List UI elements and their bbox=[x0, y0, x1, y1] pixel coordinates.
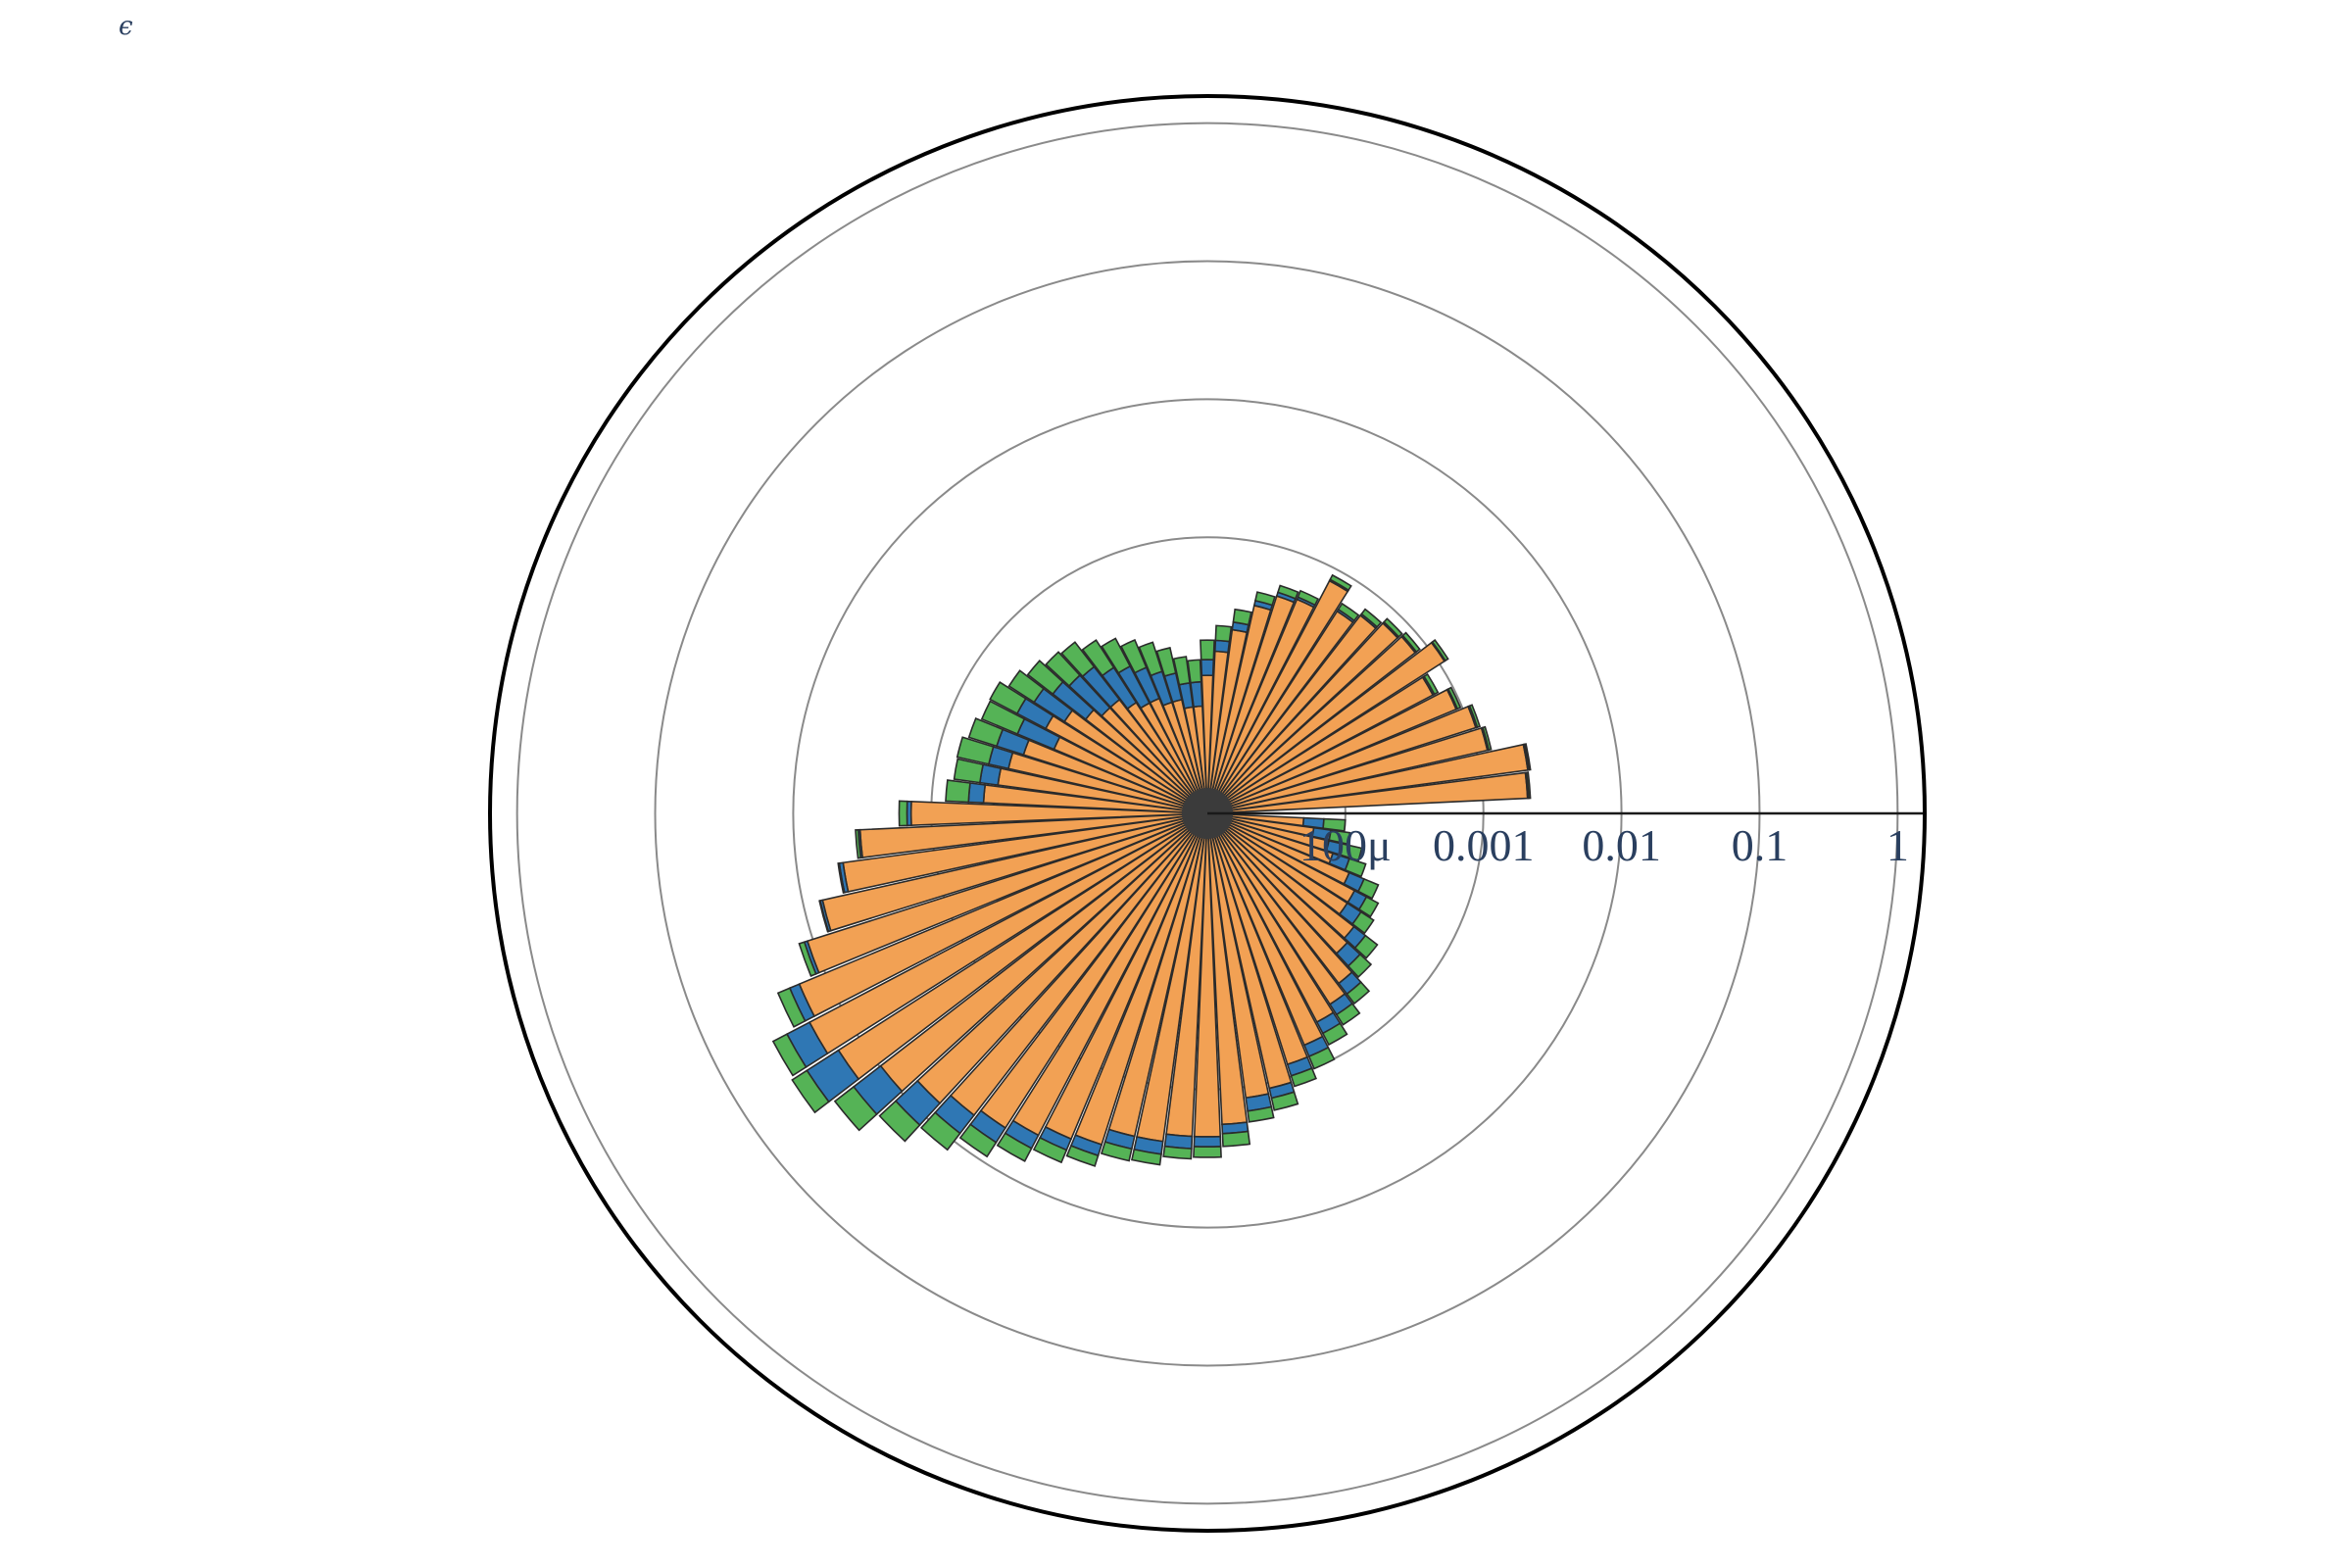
bar-segment-300-2 bbox=[1321, 1022, 1348, 1047]
tick-label-1: 0.001 bbox=[1433, 820, 1535, 870]
polar-frame bbox=[488, 94, 1927, 1533]
bar-segment-105-2 bbox=[1155, 646, 1177, 677]
bar-segment-75-2 bbox=[1253, 591, 1276, 607]
bar-segment-220-2 bbox=[833, 1085, 878, 1132]
bar-segment-175-1 bbox=[967, 782, 987, 805]
bar-segment-85-1 bbox=[1213, 639, 1231, 654]
bar-segment-145-2 bbox=[1007, 669, 1046, 704]
bar-segment-45-2 bbox=[1383, 617, 1403, 638]
bar-segment-210-2 bbox=[771, 1033, 808, 1077]
bar-segment-240-2 bbox=[996, 1132, 1033, 1162]
bar-segment-200-2 bbox=[798, 941, 817, 977]
bar-segment-10-2 bbox=[1523, 743, 1532, 771]
bar-segment-310-2 bbox=[1346, 981, 1371, 1005]
bar-segment-115-2 bbox=[1119, 638, 1148, 674]
bar-segment-270-1 bbox=[1193, 1135, 1222, 1148]
bar-segment-140-2 bbox=[1026, 660, 1064, 696]
bar-segment-320-2 bbox=[1353, 934, 1379, 959]
tick-label-3: 0.1 bbox=[1732, 820, 1788, 870]
bar-segment-190-2 bbox=[837, 861, 846, 894]
bar-segment-60-2 bbox=[1329, 573, 1352, 592]
bar-segment-355-2 bbox=[1322, 817, 1347, 832]
bar-segment-280-2 bbox=[1247, 1105, 1275, 1123]
bar-segment-155-2 bbox=[980, 700, 1026, 735]
bar-segment-315-2 bbox=[1347, 953, 1373, 979]
bar-segment-165-2 bbox=[956, 736, 995, 765]
bar-segment-255-2 bbox=[1100, 1141, 1133, 1162]
bar-segment-285-2 bbox=[1270, 1091, 1299, 1111]
bar-segment-80-2 bbox=[1232, 608, 1252, 626]
polar-outer-frame bbox=[488, 94, 1927, 1533]
bar-segment-245-2 bbox=[1032, 1136, 1068, 1164]
bar-segments bbox=[771, 573, 1532, 1167]
tick-label-4: 1 bbox=[1886, 820, 1909, 870]
bar-segment-50-2 bbox=[1360, 608, 1383, 628]
bar-segment-325-2 bbox=[1351, 910, 1375, 935]
bar-segment-95-2 bbox=[1187, 659, 1202, 684]
bar-segment-25-2 bbox=[1446, 686, 1462, 710]
bar-segment-225-2 bbox=[878, 1100, 921, 1143]
bar-segment-205-2 bbox=[776, 987, 807, 1028]
bar-segment-90-2 bbox=[1200, 639, 1215, 662]
bar-segment-275-2 bbox=[1221, 1130, 1251, 1148]
bar-segment-305-2 bbox=[1335, 1003, 1361, 1026]
bar-segment-195-2 bbox=[818, 900, 830, 933]
bar-segment-70-2 bbox=[1277, 584, 1299, 600]
bar-segment-230-2 bbox=[919, 1111, 961, 1152]
bar-segment-180-2 bbox=[898, 800, 908, 827]
bar-segment-175-2 bbox=[945, 779, 971, 804]
bar-segment-290-2 bbox=[1290, 1067, 1317, 1088]
bar-segment-250-2 bbox=[1065, 1145, 1100, 1167]
bar-segment-160-2 bbox=[967, 717, 1004, 748]
radial-axis: 100μ 0.001 0.01 0.1 1 bbox=[1207, 811, 1925, 870]
chart-title: ϵ bbox=[119, 12, 133, 41]
tick-label-2: 0.01 bbox=[1582, 820, 1661, 870]
bar-segment-30-2 bbox=[1423, 672, 1440, 696]
bar-segment-215-2 bbox=[791, 1069, 830, 1114]
bar-segment-90-1 bbox=[1200, 659, 1215, 677]
tick-label-0: 100μ bbox=[1299, 820, 1392, 870]
bar-segment-110-2 bbox=[1138, 641, 1163, 677]
bar-segment-20-2 bbox=[1468, 704, 1482, 729]
bar-segment-340-2 bbox=[1344, 858, 1367, 878]
bar-segment-65-2 bbox=[1297, 589, 1320, 607]
bar-segment-150-2 bbox=[989, 681, 1027, 715]
bar-segment-335-2 bbox=[1356, 877, 1380, 900]
bar-segment-235-2 bbox=[958, 1123, 998, 1158]
bar-segment-5-2 bbox=[1525, 771, 1532, 800]
bar-segment-185-2 bbox=[855, 828, 862, 859]
bar-segment-330-2 bbox=[1357, 896, 1380, 918]
bar-segment-170-2 bbox=[953, 758, 985, 784]
bar-segment-270-2 bbox=[1193, 1146, 1222, 1158]
bar-segment-135-2 bbox=[1045, 651, 1082, 688]
bar-segment-85-2 bbox=[1214, 624, 1233, 643]
bar-segment-55-2 bbox=[1337, 602, 1360, 622]
bar-segment-120-2 bbox=[1101, 637, 1132, 674]
bar-segment-15-2 bbox=[1482, 725, 1493, 752]
bar-segment-260-2 bbox=[1130, 1148, 1162, 1166]
bar-segment-125-2 bbox=[1081, 639, 1115, 677]
bar-segment-295-2 bbox=[1307, 1046, 1336, 1070]
bar-segment-100-2 bbox=[1172, 656, 1191, 686]
bar-segment-345-2 bbox=[1338, 843, 1363, 862]
bar-segment-35-2 bbox=[1431, 639, 1449, 662]
bar-segment-40-2 bbox=[1401, 631, 1421, 654]
bar-segment-130-2 bbox=[1060, 641, 1096, 678]
bar-segment-265-2 bbox=[1162, 1145, 1193, 1160]
bar-segment-350-2 bbox=[1328, 829, 1351, 846]
